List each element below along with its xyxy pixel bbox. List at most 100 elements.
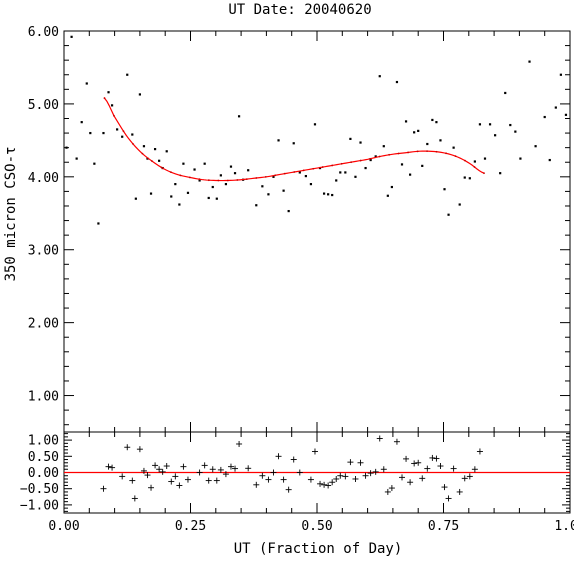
residual-point — [148, 484, 155, 491]
residual-point — [372, 468, 379, 475]
data-point — [483, 157, 487, 160]
fit-curve-marker — [407, 151, 409, 154]
y-tick-label: 3.00 — [28, 244, 59, 259]
data-point — [70, 35, 73, 38]
residual-point — [352, 475, 359, 482]
residual-point — [253, 481, 260, 488]
residual-point — [285, 486, 292, 493]
residual-point — [159, 468, 166, 475]
data-point — [382, 145, 385, 148]
data-point — [439, 139, 442, 142]
residual-point — [290, 456, 297, 463]
data-point — [85, 82, 88, 85]
data-point — [364, 166, 367, 170]
fit-curve-marker — [312, 167, 315, 170]
fit-curve-marker — [350, 161, 353, 164]
residual-point — [456, 488, 463, 495]
residual-point — [347, 459, 354, 466]
fit-curve-marker — [226, 179, 229, 182]
fit-curve-marker — [302, 169, 305, 172]
data-point — [426, 142, 429, 146]
fit-curve-marker — [416, 150, 419, 153]
data-point — [229, 165, 233, 168]
residual-point — [105, 463, 112, 470]
data-point — [390, 185, 393, 189]
residual-point — [317, 480, 324, 487]
residual-point — [342, 473, 349, 480]
fit-curve-marker — [340, 162, 343, 165]
top-panel-axes: 1.00 2.00 3.00 4.00 5.00 6.00 — [28, 25, 571, 432]
data-point — [564, 113, 568, 116]
residual-y-tick-label: −0.50 — [20, 482, 59, 497]
data-point — [247, 169, 250, 172]
data-point — [395, 80, 399, 84]
data-point — [331, 193, 334, 197]
data-point — [344, 171, 347, 174]
residual-point — [325, 482, 332, 489]
data-point — [207, 196, 210, 200]
residual-point — [129, 477, 136, 484]
residual-point — [152, 462, 159, 469]
fit-curve-marker — [454, 155, 457, 158]
data-point — [267, 193, 270, 196]
residual-point — [140, 467, 147, 474]
residual-point — [419, 475, 426, 482]
data-point — [131, 133, 134, 136]
residual-point — [433, 455, 440, 462]
data-point — [277, 139, 280, 142]
data-point — [417, 129, 420, 132]
x-tick-label: 0.00 — [48, 519, 79, 534]
data-point — [473, 160, 476, 163]
residual-point — [296, 469, 303, 476]
fit-curve-marker — [483, 172, 485, 175]
data-point — [378, 75, 381, 78]
residual-point — [441, 484, 448, 491]
data-point — [298, 171, 301, 174]
y-tick-label: 2.00 — [28, 317, 59, 332]
residual-point — [131, 495, 138, 502]
data-point — [138, 93, 141, 96]
residual-point — [445, 495, 452, 502]
fit-curve-marker — [473, 166, 476, 168]
data-point — [488, 123, 492, 126]
residual-point — [236, 440, 243, 447]
fit-curve-marker — [274, 174, 277, 177]
residual-point — [393, 438, 400, 445]
residual-point — [407, 479, 414, 486]
data-point — [107, 91, 110, 94]
residual-point — [411, 460, 418, 467]
data-point — [504, 91, 507, 95]
data-point — [65, 146, 68, 149]
data-point — [219, 174, 222, 177]
residual-point — [168, 478, 175, 485]
data-point — [374, 155, 377, 158]
residual-point — [311, 448, 318, 455]
bottom-panel-residuals — [100, 435, 483, 502]
residual-point — [213, 477, 220, 484]
fit-curve-marker — [264, 176, 267, 178]
residual-point — [333, 475, 340, 482]
data-point — [186, 191, 190, 194]
data-point — [431, 118, 434, 122]
fit-curve-marker — [103, 97, 106, 99]
top-panel: 1.00 2.00 3.00 4.00 5.00 6.00 — [28, 25, 571, 433]
x-tick-label: 0.25 — [175, 519, 206, 534]
data-point — [528, 60, 531, 63]
residual-point — [124, 444, 131, 451]
residual-point — [476, 448, 483, 455]
fit-curve-marker — [283, 172, 286, 175]
y-tick-label: 5.00 — [28, 98, 59, 113]
fit-curve-marker — [236, 179, 239, 181]
residual-point — [196, 469, 203, 476]
bottom-panel: −1.00−0.500.000.501.000.00 0.25 0.50 0.75 1.… — [20, 431, 574, 534]
data-point — [534, 145, 537, 148]
residual-point — [337, 472, 344, 479]
data-point — [158, 159, 161, 162]
residual-point — [399, 474, 406, 481]
data-point — [313, 123, 317, 126]
data-point — [142, 145, 146, 148]
data-point — [309, 183, 313, 186]
data-point — [165, 150, 168, 153]
data-point — [80, 121, 83, 124]
residual-y-tick-label: −1.00 — [20, 498, 59, 513]
